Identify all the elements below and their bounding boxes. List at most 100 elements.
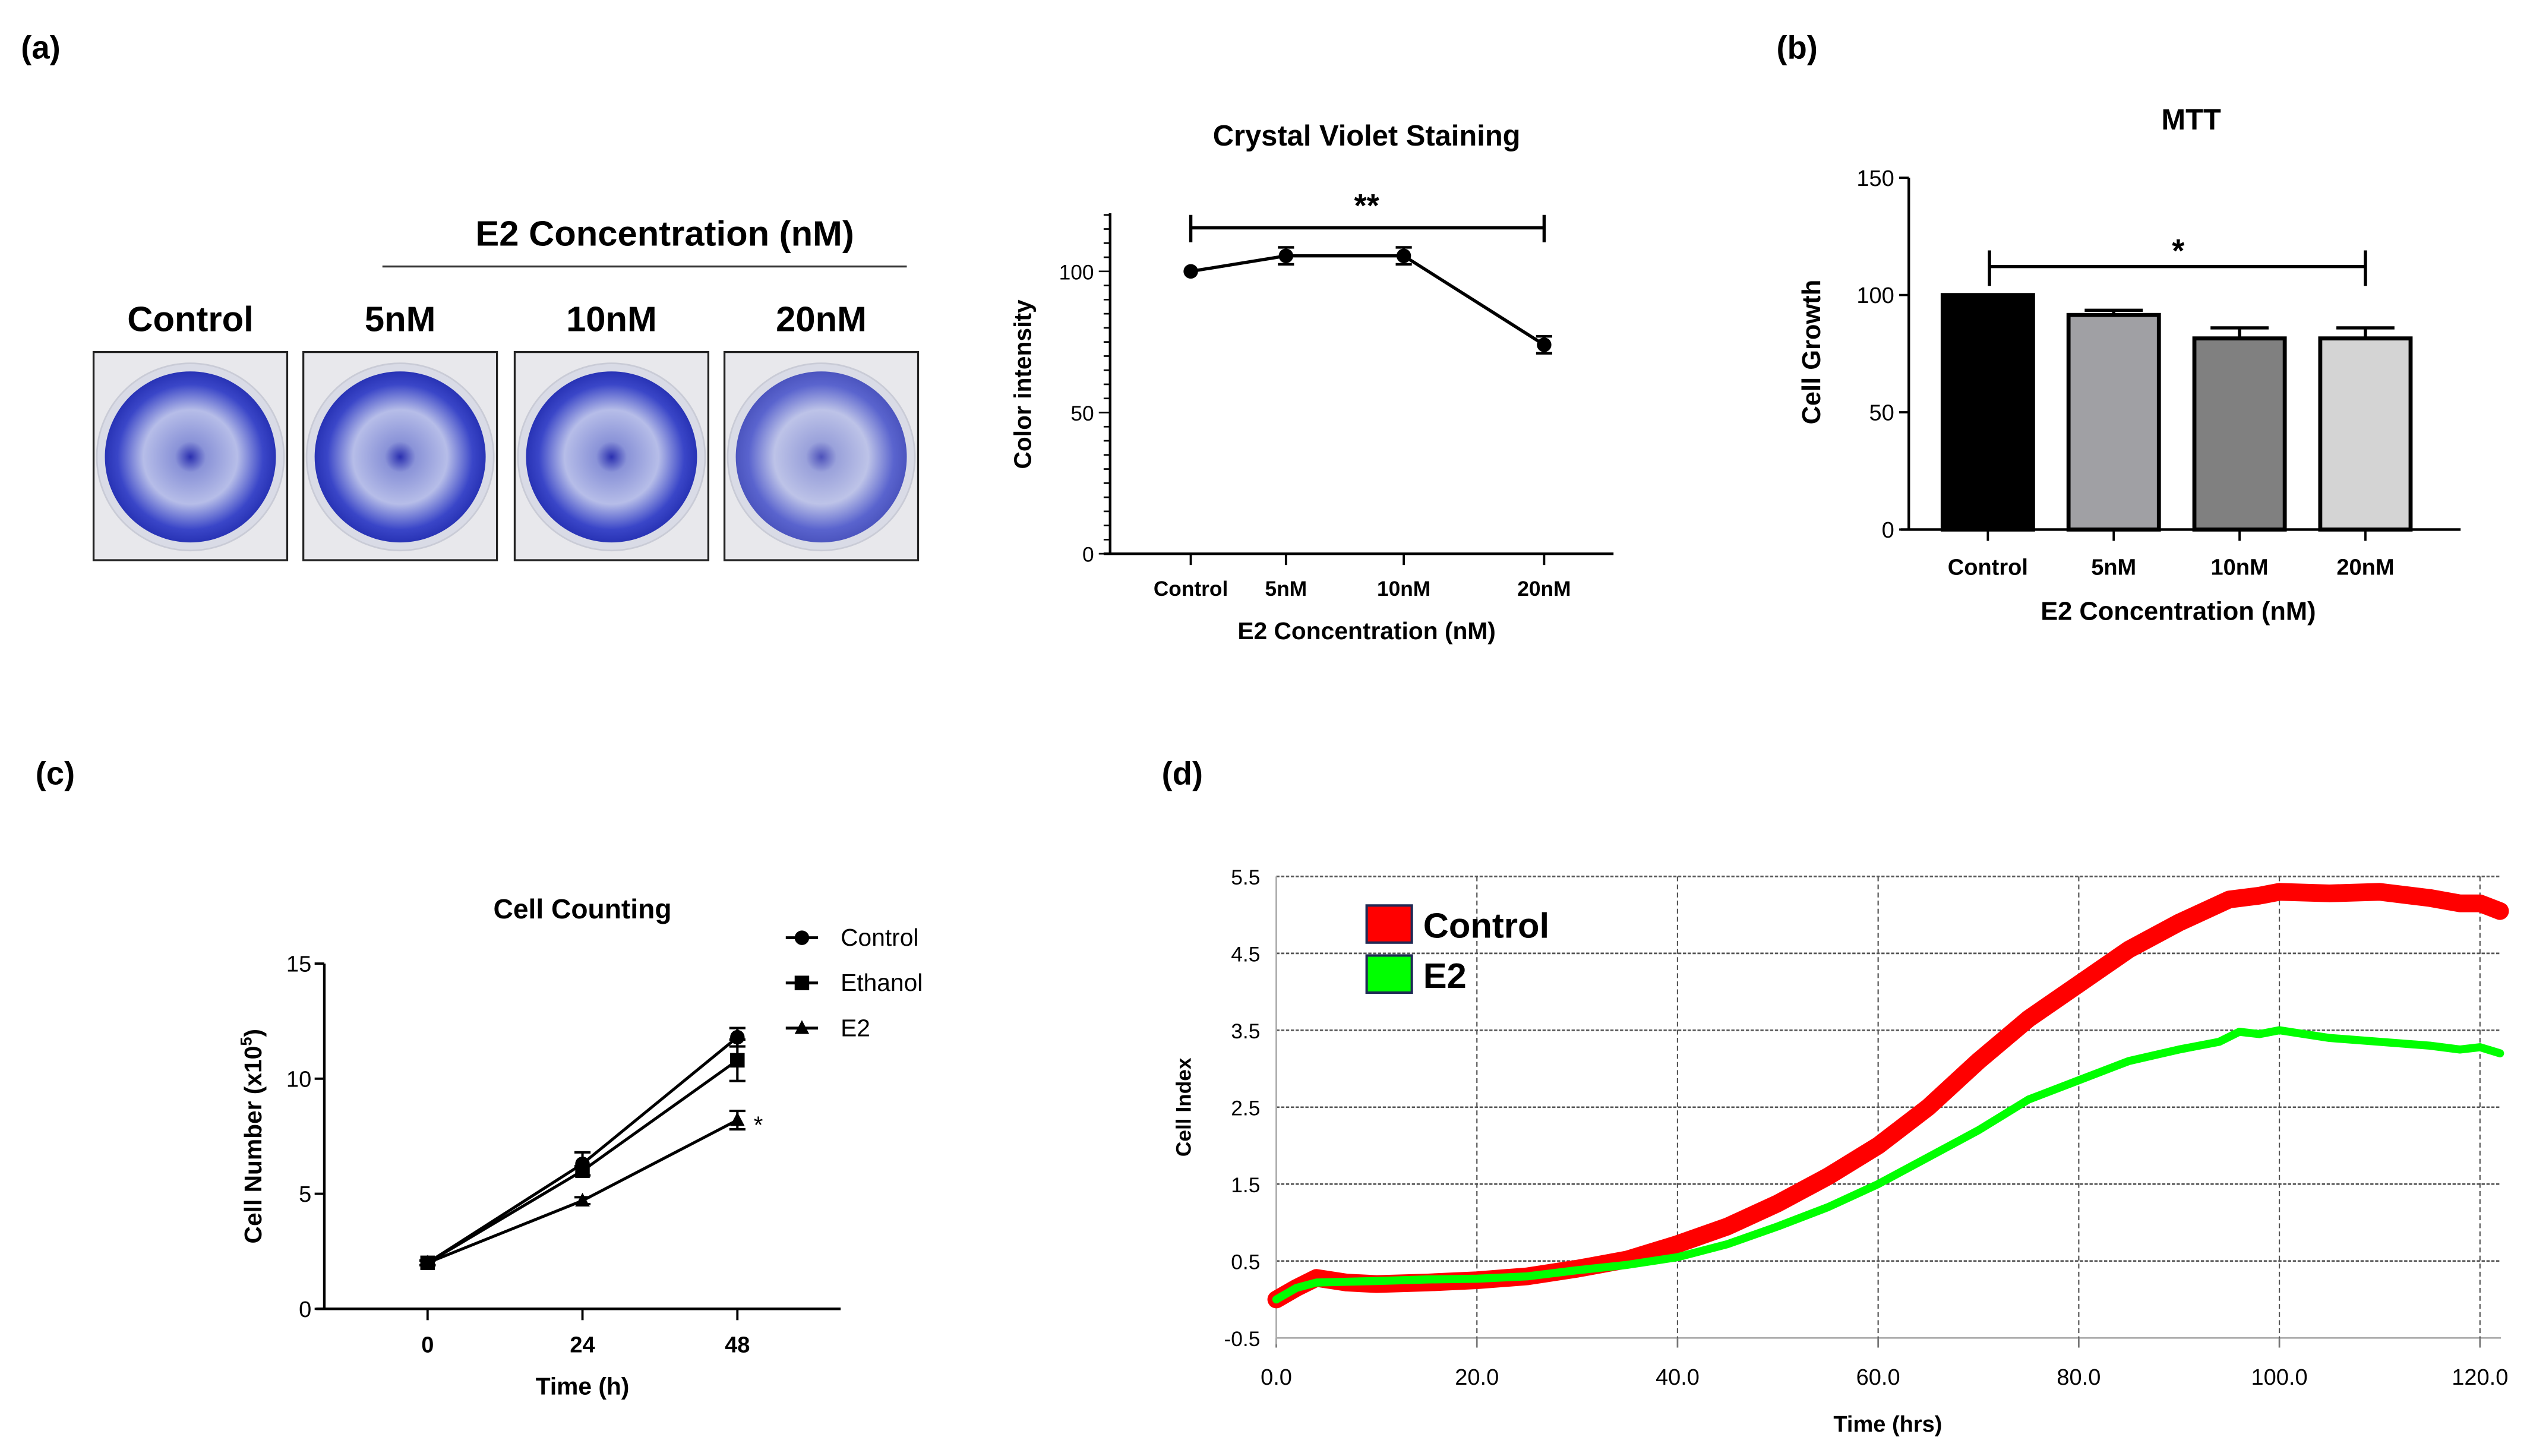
x-tick-label: 20nM	[2336, 555, 2394, 580]
stained-well	[735, 371, 907, 543]
x-tick-label: Control	[1948, 555, 2028, 580]
x-tick-label: 48	[725, 1333, 750, 1358]
legend-label: Control	[1423, 906, 1549, 946]
stained-well	[105, 371, 276, 543]
x-tick-label: 10nM	[2210, 555, 2268, 580]
well-label: 20nM	[776, 299, 867, 339]
significance-bar	[1988, 250, 2367, 286]
y-tick-label: 5	[299, 1182, 311, 1207]
y-tick-label: 15	[286, 952, 311, 977]
cell-index-chart: -0.5 0.5 1.5 2.5 3.5 4.5 5.5 0.0 20.0 40.0 60.0 80.…	[1173, 866, 2509, 1437]
x-tick-label: 10nM	[1377, 577, 1430, 601]
legend-swatch	[1365, 904, 1413, 944]
x-tick-label: 20nM	[1517, 577, 1571, 601]
y-tick-label: 2.5	[1231, 1097, 1260, 1120]
stained-well	[314, 371, 486, 543]
series-line	[427, 1036, 738, 1264]
panel-label-b: (b)	[1777, 29, 1818, 65]
well-label: 10nM	[566, 299, 657, 339]
y-tick-label: 100	[1059, 261, 1094, 284]
marker-circle	[794, 930, 810, 945]
chart-title: MTT	[2161, 104, 2221, 136]
legend-label: E2	[841, 1014, 870, 1041]
chart-title: Crystal Violet Staining	[1213, 120, 1521, 152]
x-tick-label: 5nM	[1265, 577, 1307, 601]
y-axis-label-superscript: 5	[237, 1037, 255, 1046]
x-tick-label: 40.0	[1656, 1365, 1700, 1390]
x-tick-label: 20.0	[1455, 1365, 1499, 1390]
legend-label: Ethanol	[841, 969, 923, 996]
chart-title: Cell Counting	[494, 893, 672, 924]
x-tick-label: 24	[570, 1333, 595, 1358]
y-tick-label: 4.5	[1231, 943, 1260, 966]
x-axis-label: E2 Concentration (nM)	[2041, 598, 2316, 626]
legend-label: E2	[1423, 956, 1467, 996]
marker-triangle	[730, 1112, 745, 1126]
marker-square	[730, 1053, 745, 1068]
data-point	[1278, 248, 1294, 263]
y-tick-label: 50	[1869, 401, 1894, 426]
y-tick-label: 0	[1882, 518, 1894, 543]
series-line	[427, 1119, 738, 1265]
y-tick-label: 10	[286, 1067, 311, 1092]
crystal-violet-photos: E2 Concentration (nM) Control 5nM 10nM 20nM	[92, 213, 920, 561]
data-point	[1537, 337, 1552, 352]
y-axis-label: Cell Number (x105)	[237, 1029, 267, 1243]
y-tick-label: 1.5	[1231, 1174, 1260, 1197]
y-tick-label: 3.5	[1231, 1020, 1260, 1043]
marker-triangle	[420, 1255, 435, 1269]
y-axis-label-end: )	[239, 1029, 267, 1037]
stained-well	[526, 371, 697, 543]
x-tick-label: 0.0	[1261, 1365, 1292, 1390]
y-axis-label: Color intensity	[1009, 299, 1037, 469]
panel-label-d: (d)	[1162, 756, 1203, 792]
photo-header: E2 Concentration (nM)	[475, 213, 854, 253]
y-tick-label: 100	[1856, 283, 1894, 308]
legend-label: Control	[841, 924, 918, 951]
y-tick-label: 150	[1856, 166, 1894, 191]
y-tick-label: 0.5	[1231, 1250, 1260, 1274]
marker-circle	[730, 1029, 745, 1045]
significance-bar	[1189, 214, 1546, 242]
bar	[2318, 336, 2413, 532]
y-axis-label: Cell Index	[1173, 1057, 1196, 1157]
marker-square	[794, 975, 810, 990]
x-tick-label: 5nM	[2091, 555, 2136, 580]
y-axis-label: Cell Growth	[1798, 280, 1826, 425]
significance-label: *	[2172, 233, 2185, 269]
data-point	[1183, 264, 1198, 279]
x-tick-label: 120.0	[2452, 1365, 2508, 1390]
bar	[1940, 293, 2035, 532]
cell-counting-chart: Cell Counting 0 5 10 15 0 24 48 Time (h) Cell Num…	[237, 893, 923, 1400]
x-axis-label: Time (hrs)	[1833, 1412, 1942, 1437]
x-axis-label: Time (h)	[536, 1372, 630, 1400]
y-tick-label: 5.5	[1231, 866, 1260, 889]
marker-triangle	[794, 1020, 810, 1034]
x-tick-label: 60.0	[1856, 1365, 1900, 1390]
panel-label-c: (c)	[36, 756, 75, 792]
panel-label-a: (a)	[21, 29, 60, 65]
marker-triangle	[575, 1192, 590, 1207]
mtt-chart: MTT 0 50 100 150 Control 5nM 10nM 20nM E2 Concent…	[1798, 104, 2461, 626]
series-line-e2	[1272, 1026, 2504, 1304]
bar	[2192, 336, 2287, 532]
y-tick-label: 50	[1070, 402, 1094, 425]
marker-square	[575, 1163, 590, 1179]
crystal-violet-chart: Crystal Violet Staining 0 50 100 Control 5nM 1…	[1009, 120, 1614, 645]
well-label: Control	[127, 299, 253, 339]
data-line	[1190, 254, 1545, 346]
x-tick-label: 80.0	[2057, 1365, 2101, 1390]
series-control	[419, 1027, 746, 1271]
well-label: 5nM	[365, 299, 436, 339]
series-e2	[419, 1110, 746, 1269]
y-axis-label-text: Cell Number (x10	[239, 1046, 267, 1244]
bar	[2066, 312, 2161, 532]
x-tick-label: Control	[1154, 577, 1228, 601]
data-point	[1396, 248, 1411, 263]
x-axis-label: E2 Concentration (nM)	[1237, 617, 1496, 645]
significance-label: *	[754, 1111, 763, 1138]
y-tick-label: 0	[299, 1297, 311, 1322]
y-tick-label: -0.5	[1224, 1328, 1261, 1351]
y-tick-label: 0	[1082, 544, 1094, 567]
